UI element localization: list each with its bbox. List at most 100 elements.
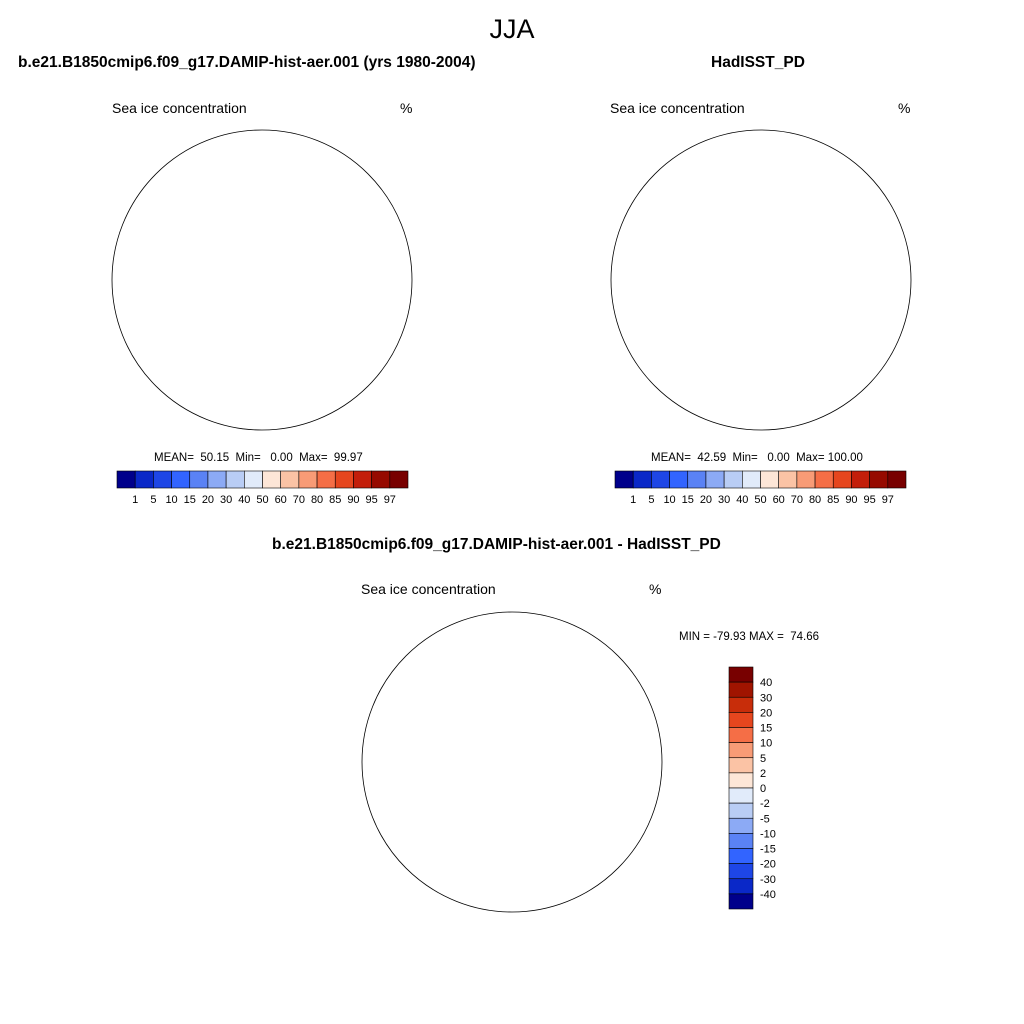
obs-colorbar-swatch: [632, 470, 652, 489]
model-colorbar-swatch: [371, 470, 391, 489]
obs-stats: MEAN= 42.59 Min= 0.00 Max= 100.00: [651, 452, 863, 464]
obs-colorbar-swatch: [669, 470, 689, 489]
model-colorbar-tick-label: 97: [384, 494, 396, 506]
model-colorbar-tick-label: 20: [202, 494, 214, 506]
obs-colorbar-tick-label: 50: [754, 494, 766, 506]
obs-units-label: %: [898, 100, 911, 116]
model-colorbar-swatch: [153, 470, 172, 489]
model-colorbar-swatch: [389, 470, 409, 489]
diff-colorbar-tick-label: -40: [760, 889, 776, 901]
obs-colorbar-swatch: [832, 470, 852, 489]
obs-variable-label: Sea ice concentration: [610, 100, 745, 116]
obs-colorbar-swatch: [651, 470, 670, 489]
obs-colorbar-swatch: [742, 470, 761, 489]
model-colorbar-tick-label: 85: [329, 494, 341, 506]
obs-colorbar-tick-label: 20: [700, 494, 712, 506]
diff-map: [361, 611, 663, 913]
obs-colorbar-swatch: [869, 470, 889, 489]
diff-colorbar-tick-label: 2: [760, 768, 766, 780]
obs-colorbar-tick-label: 30: [718, 494, 730, 506]
diff-colorbar-tick-label: 30: [760, 692, 772, 704]
model-panel-title: b.e21.B1850cmip6.f09_g17.DAMIP-hist-aer.…: [18, 54, 476, 71]
model-colorbar-tick-label: 90: [347, 494, 359, 506]
obs-panel-title: HadISST_PD: [711, 54, 805, 71]
obs-colorbar-swatch: [814, 470, 834, 489]
diff-colorbar-swatch: [728, 681, 754, 698]
obs-colorbar-tick-label: 60: [773, 494, 785, 506]
diff-variable-label: Sea ice concentration: [361, 581, 496, 597]
obs-colorbar-tick-label: 15: [682, 494, 694, 506]
diff-panel-title: b.e21.B1850cmip6.f09_g17.DAMIP-hist-aer.…: [272, 536, 721, 553]
model-colorbar-tick-label: 60: [275, 494, 287, 506]
obs-colorbar-tick-label: 90: [845, 494, 857, 506]
model-units-label: %: [400, 100, 413, 116]
diff-colorbar-swatch: [728, 712, 754, 728]
model-colorbar-tick-label: 30: [220, 494, 232, 506]
diff-colorbar-swatch: [728, 742, 754, 759]
diff-colorbar-swatch: [728, 787, 754, 804]
model-colorbar-swatch: [225, 470, 245, 489]
model-colorbar-swatch: [171, 470, 191, 489]
diff-colorbar-tick-label: -5: [760, 813, 770, 825]
obs-colorbar-tick-label: 85: [827, 494, 839, 506]
obs-colorbar-tick-label: 10: [663, 494, 675, 506]
diff-colorbar-swatch: [728, 848, 754, 864]
obs-map: [610, 129, 912, 431]
obs-colorbar: 1 5 10 15 20 30 40 50 60 70 80 85 90 95 97: [614, 470, 907, 506]
diff-colorbar-tick-label: -30: [760, 874, 776, 886]
obs-colorbar-swatch: [687, 470, 707, 489]
model-colorbar-swatch: [280, 470, 300, 489]
obs-colorbar-tick-label: 40: [736, 494, 748, 506]
obs-colorbar-swatch: [851, 470, 870, 489]
diff-colorbar-tick-label: 5: [760, 753, 766, 765]
model-colorbar-tick-label: 50: [256, 494, 268, 506]
obs-colorbar-swatch: [705, 470, 725, 489]
diff-colorbar-tick-label: -20: [760, 859, 776, 871]
diff-colorbar-tick-label: 15: [760, 723, 772, 735]
model-colorbar-tick-label: 80: [311, 494, 323, 506]
model-colorbar-swatch: [189, 470, 209, 489]
model-colorbar: 1 5 10 15 20 30 40 50 60 70 80 85 90 95 97: [116, 470, 409, 506]
diff-colorbar-tick-label: -15: [760, 844, 776, 856]
diff-colorbar-swatch: [728, 878, 754, 895]
diff-colorbar-swatch: [728, 757, 754, 774]
obs-colorbar-tick-label: 5: [648, 494, 654, 506]
model-colorbar-swatch: [244, 470, 263, 489]
obs-colorbar-swatch: [760, 470, 779, 489]
model-map: [111, 129, 415, 434]
obs-colorbar-tick-label: 80: [809, 494, 821, 506]
diff-colorbar-swatch: [728, 772, 754, 789]
diff-colorbar-swatch: [728, 696, 754, 713]
diff-colorbar-swatch: [728, 727, 754, 743]
model-colorbar-tick-label: 10: [165, 494, 177, 506]
model-colorbar-swatch: [116, 470, 136, 489]
diff-colorbar-tick-label: 20: [760, 707, 772, 719]
diff-colorbar-swatch: [728, 863, 754, 880]
obs-colorbar-swatch: [887, 470, 907, 489]
obs-colorbar-swatch: [796, 470, 816, 489]
diff-colorbar-swatch: [728, 893, 754, 910]
diff-stats: MIN = -79.93 MAX = 74.66: [679, 631, 819, 643]
diff-colorbar-tick-label: 10: [760, 738, 772, 750]
diff-colorbar-swatch: [728, 802, 754, 819]
model-colorbar-swatch: [207, 470, 227, 489]
obs-colorbar-tick-label: 95: [864, 494, 876, 506]
figure-title: JJA: [489, 14, 535, 44]
obs-colorbar-swatch: [778, 470, 798, 489]
model-colorbar-swatch: [134, 470, 154, 489]
obs-colorbar-tick-label: 1: [630, 494, 636, 506]
model-stats: MEAN= 50.15 Min= 0.00 Max= 99.97: [154, 452, 363, 464]
model-colorbar-swatch: [353, 470, 372, 489]
diff-units-label: %: [649, 581, 662, 597]
obs-colorbar-swatch: [614, 470, 634, 489]
model-colorbar-swatch: [316, 470, 336, 489]
obs-colorbar-tick-label: 70: [791, 494, 803, 506]
model-colorbar-tick-label: 70: [293, 494, 305, 506]
obs-colorbar-tick-label: 97: [882, 494, 894, 506]
diff-colorbar-swatch: [728, 666, 754, 683]
model-variable-label: Sea ice concentration: [112, 100, 247, 116]
model-colorbar-tick-label: 40: [238, 494, 250, 506]
diff-colorbar-tick-label: -2: [760, 798, 770, 810]
